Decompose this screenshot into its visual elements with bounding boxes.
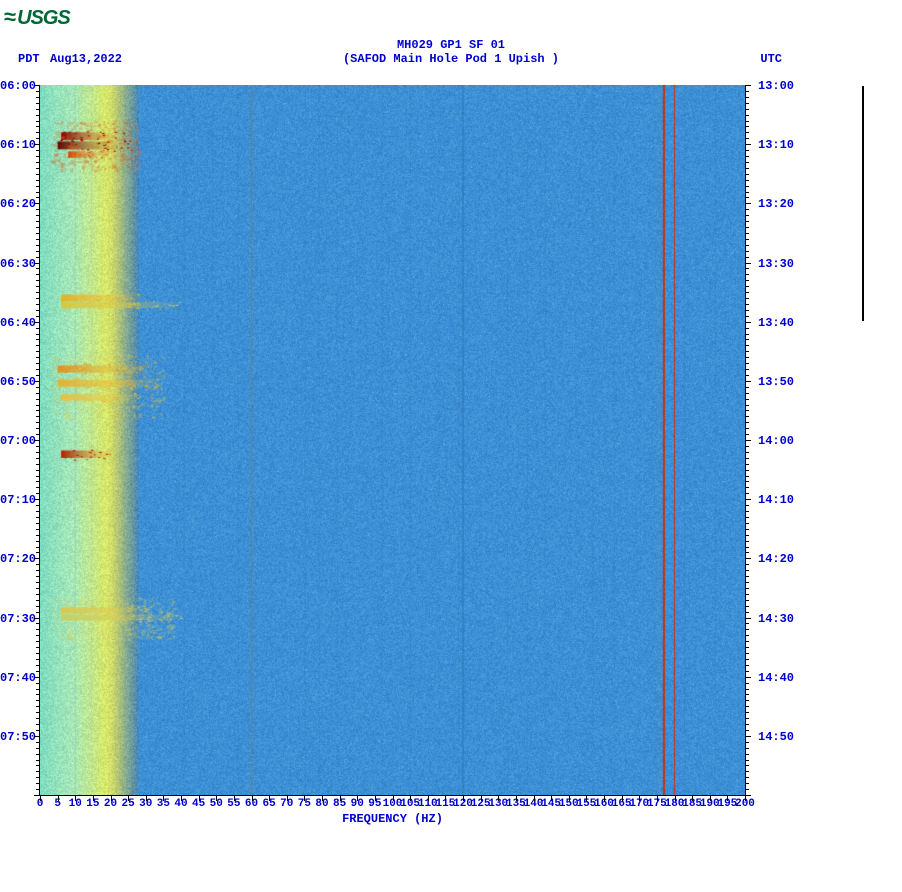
- y-left-tick: 07:30: [0, 612, 38, 626]
- usgs-logo: USGS: [4, 4, 70, 30]
- title-line-1: MH029 GP1 SF 01: [0, 38, 902, 52]
- spectrogram-plot: [40, 85, 745, 795]
- y-right-tick: 13:50: [758, 375, 808, 389]
- y-right-tick: 14:00: [758, 434, 808, 448]
- y-left-tick: 07:20: [0, 552, 38, 566]
- y-left-tick: 07:40: [0, 671, 38, 685]
- y-left-tick: 06:50: [0, 375, 38, 389]
- y-left-tick: 06:20: [0, 197, 38, 211]
- date-label: Aug13,2022: [50, 52, 122, 66]
- utc-label: UTC: [760, 52, 782, 66]
- y-right-tick: 13:20: [758, 197, 808, 211]
- y-left-tick: 06:40: [0, 316, 38, 330]
- pdt-label: PDT: [18, 52, 40, 66]
- x-axis-label: FREQUENCY (HZ): [40, 812, 745, 826]
- y-right-tick: 14:10: [758, 493, 808, 507]
- y-left-tick: 07:50: [0, 730, 38, 744]
- y-right-tick: 14:20: [758, 552, 808, 566]
- y-right-tick: 13:30: [758, 257, 808, 271]
- y-right-tick: 13:00: [758, 79, 808, 93]
- y-right-ticks: 13:0013:1013:2013:3013:4013:5014:0014:10…: [748, 85, 808, 795]
- y-right-tick: 14:50: [758, 730, 808, 744]
- y-left-tick: 06:30: [0, 257, 38, 271]
- spectrogram-canvas: [40, 85, 745, 795]
- y-right-tick: 14:30: [758, 612, 808, 626]
- y-right-tick: 14:40: [758, 671, 808, 685]
- y-right-tick: 13:40: [758, 316, 808, 330]
- y-left-tick: 07:00: [0, 434, 38, 448]
- side-scale-bar: [862, 86, 864, 321]
- y-right-tick: 13:10: [758, 138, 808, 152]
- y-left-tick: 06:10: [0, 138, 38, 152]
- y-left-tick: 06:00: [0, 79, 38, 93]
- y-left-tick: 07:10: [0, 493, 38, 507]
